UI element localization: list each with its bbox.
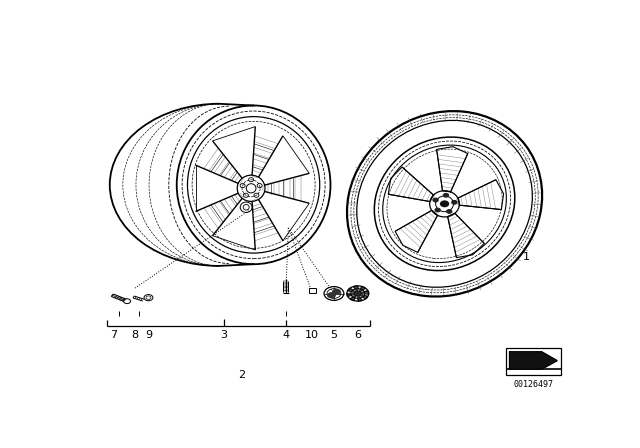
Polygon shape: [358, 291, 369, 293]
Text: 8: 8: [131, 330, 138, 340]
Text: 10: 10: [305, 330, 319, 340]
Polygon shape: [358, 286, 365, 293]
Bar: [506, 348, 561, 375]
Circle shape: [435, 208, 440, 212]
Polygon shape: [347, 293, 358, 297]
Polygon shape: [509, 352, 557, 369]
Circle shape: [444, 194, 449, 197]
Ellipse shape: [332, 289, 341, 295]
Text: 6: 6: [355, 330, 361, 340]
Text: 3: 3: [220, 330, 227, 340]
Circle shape: [452, 201, 457, 204]
Text: 00126497: 00126497: [513, 380, 554, 389]
Circle shape: [440, 201, 449, 207]
Bar: [308, 289, 316, 293]
Polygon shape: [353, 286, 358, 293]
Text: 1: 1: [523, 252, 530, 262]
Polygon shape: [350, 293, 358, 301]
Text: 9: 9: [145, 330, 152, 340]
Text: 5: 5: [330, 330, 337, 340]
Polygon shape: [358, 293, 368, 299]
Polygon shape: [348, 288, 358, 293]
Text: 7: 7: [110, 330, 117, 340]
Text: 2: 2: [237, 370, 244, 379]
Circle shape: [433, 198, 438, 202]
Ellipse shape: [327, 292, 336, 298]
Polygon shape: [358, 293, 362, 301]
Text: 4: 4: [282, 330, 289, 340]
Circle shape: [447, 210, 452, 213]
